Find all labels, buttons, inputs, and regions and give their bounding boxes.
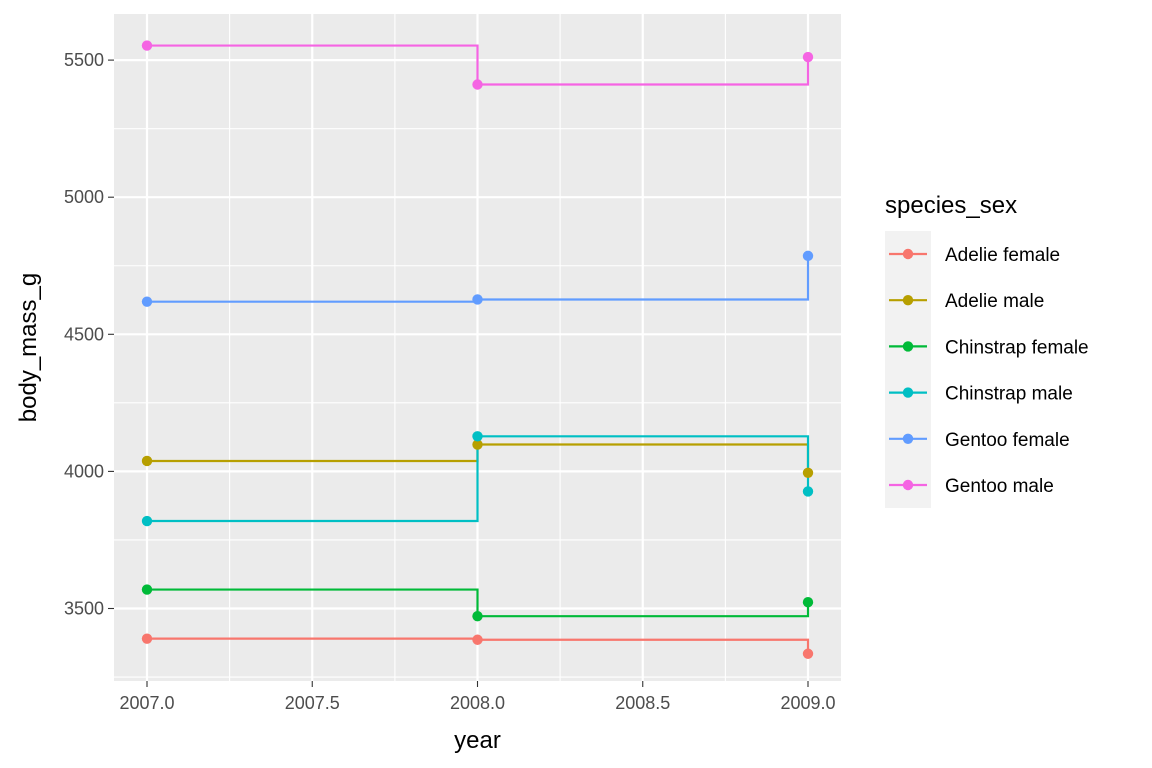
data-point [802,648,814,659]
data-point [802,486,814,497]
y-axis: 3500 4000 4500 5000 5500 [64,50,114,619]
data-point [141,584,153,595]
legend-key-point [902,341,914,352]
data-point [802,596,814,608]
legend-key-point [902,387,914,398]
data-point [141,296,153,307]
x-tick-label: 2009.0 [780,693,835,713]
data-point [141,455,153,467]
legend-key-point [902,295,914,306]
y-tick-label: 3500 [64,599,104,619]
legend-items: Adelie female Adelie male Chinstrap female… [885,231,1089,508]
legend-key-point [902,248,914,260]
y-tick-label: 5000 [64,187,104,207]
data-point [802,51,814,63]
x-tick-label: 2008.0 [450,693,505,713]
data-point [472,439,483,450]
x-axis-title: year [454,727,501,754]
data-point [472,634,483,645]
legend-label: Chinstrap male [945,384,1073,405]
data-point [141,40,153,51]
legend-label: Adelie male [945,291,1044,312]
legend: species_sex Adelie female Adelie male Chin… [885,192,1089,508]
y-axis-title: body_mass_g [15,273,42,422]
x-tick-label: 2008.5 [615,693,670,713]
legend-key-background [885,231,931,508]
data-point [802,467,814,478]
y-tick-label: 4500 [64,324,104,344]
data-point [141,633,153,644]
data-point [472,294,483,305]
legend-title: species_sex [885,192,1017,219]
legend-label: Adelie female [945,245,1060,266]
x-tick-label: 2007.5 [285,693,340,713]
data-point [802,250,814,262]
legend-label: Chinstrap female [945,337,1089,358]
legend-label: Gentoo female [945,430,1070,451]
x-axis: 2007.0 2007.5 2008.0 2008.5 2009.0 [119,681,836,713]
data-point [472,79,483,90]
y-tick-label: 4000 [64,461,104,481]
data-point [472,431,483,442]
data-point [472,610,483,622]
x-tick-label: 2007.0 [119,693,174,713]
legend-key-point [902,479,914,491]
series-points [141,40,814,659]
y-tick-label: 5500 [64,50,104,70]
legend-key-point [902,433,914,444]
data-point [141,515,153,527]
legend-label: Gentoo male [945,476,1054,497]
